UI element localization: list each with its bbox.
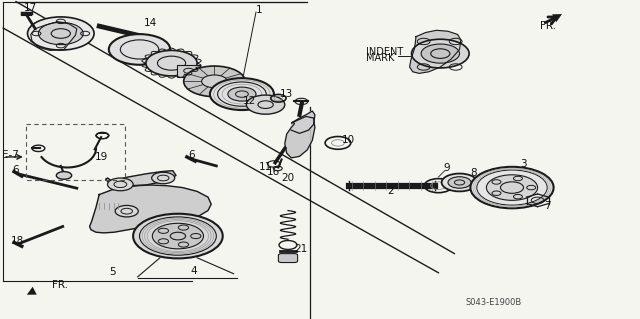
Text: 11: 11: [259, 161, 272, 172]
Text: 7: 7: [544, 201, 550, 211]
Polygon shape: [106, 171, 176, 186]
Circle shape: [109, 34, 170, 65]
Text: S043-E1900B: S043-E1900B: [466, 298, 522, 307]
Text: 1: 1: [256, 4, 262, 15]
Circle shape: [152, 223, 204, 249]
Text: 14: 14: [144, 18, 157, 28]
Circle shape: [115, 205, 138, 217]
Circle shape: [56, 172, 72, 179]
Circle shape: [133, 214, 223, 258]
Polygon shape: [291, 111, 315, 133]
Text: 9: 9: [444, 163, 450, 174]
Polygon shape: [410, 30, 461, 73]
FancyBboxPatch shape: [278, 254, 298, 263]
Circle shape: [38, 22, 83, 45]
Text: 21: 21: [294, 244, 307, 255]
Text: E-7: E-7: [2, 150, 19, 160]
Circle shape: [470, 167, 554, 208]
Circle shape: [442, 174, 477, 191]
Text: INDENT: INDENT: [366, 47, 403, 57]
Circle shape: [108, 178, 133, 191]
Text: 6: 6: [189, 150, 195, 160]
Text: MARK: MARK: [366, 53, 394, 63]
Polygon shape: [90, 185, 211, 233]
Text: 16: 16: [267, 167, 280, 177]
Circle shape: [146, 50, 197, 76]
Text: 4: 4: [190, 265, 196, 276]
Circle shape: [486, 175, 538, 200]
Circle shape: [210, 78, 274, 110]
Text: FR.: FR.: [52, 279, 68, 290]
Circle shape: [28, 17, 94, 50]
FancyBboxPatch shape: [177, 65, 200, 77]
Text: 3: 3: [520, 159, 527, 169]
Text: 18: 18: [12, 236, 24, 246]
Text: 12: 12: [243, 96, 256, 107]
Circle shape: [412, 39, 469, 68]
Circle shape: [246, 95, 285, 114]
Circle shape: [184, 66, 245, 97]
Text: 20: 20: [282, 173, 294, 183]
Text: 2: 2: [387, 186, 394, 197]
Text: FR.: FR.: [540, 21, 556, 31]
Text: 5: 5: [109, 267, 116, 277]
Circle shape: [202, 75, 227, 88]
Text: 17: 17: [24, 3, 37, 13]
Circle shape: [448, 177, 471, 188]
Text: 6: 6: [12, 165, 19, 175]
Polygon shape: [31, 22, 77, 50]
Polygon shape: [285, 116, 315, 158]
Circle shape: [421, 44, 460, 63]
Text: 8: 8: [470, 168, 477, 178]
Text: 10: 10: [342, 135, 355, 145]
Circle shape: [152, 172, 175, 184]
Circle shape: [228, 87, 256, 101]
Text: 13: 13: [280, 89, 293, 99]
Text: 19: 19: [95, 152, 108, 162]
